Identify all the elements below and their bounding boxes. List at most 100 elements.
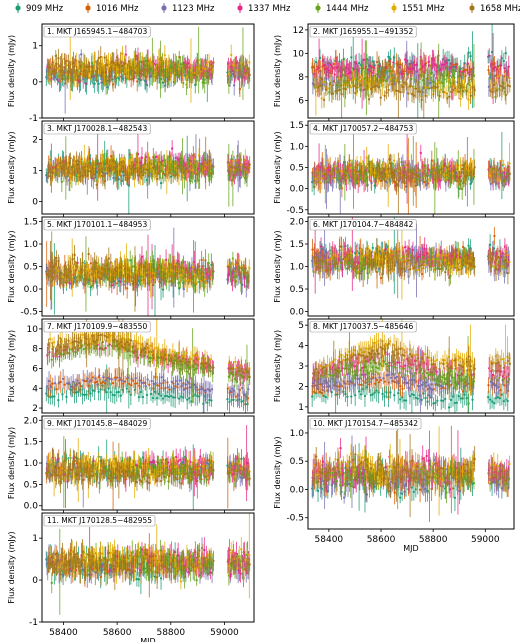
data-point [414, 87, 418, 90]
data-point [89, 286, 92, 289]
data-point [391, 83, 394, 86]
data-point [205, 73, 208, 76]
panel-4: -0.5 0.0 0.5 1.0 1.5 Flux density (mJy) 4. MKT… [273, 120, 515, 217]
data-point [490, 62, 493, 66]
data-point [372, 66, 375, 69]
data-point [400, 161, 403, 164]
data-point [104, 83, 108, 86]
data-point [89, 262, 93, 265]
data-point [422, 172, 425, 175]
data-point [200, 169, 203, 172]
data-point [176, 173, 179, 176]
data-point [107, 76, 110, 79]
data-point [238, 69, 241, 72]
data-point [424, 174, 427, 177]
data-point [180, 74, 183, 77]
data-point [387, 88, 390, 92]
data-point [194, 83, 197, 87]
data-point [404, 163, 407, 167]
data-point [318, 84, 322, 87]
data-point [171, 165, 174, 168]
data-point [399, 91, 402, 94]
data-point [205, 63, 209, 67]
data-point [123, 62, 127, 65]
data-point [408, 85, 412, 88]
data-point [153, 73, 156, 77]
panel-title: 3. MKT J170028.1−482543 [43, 123, 151, 135]
data-point [164, 80, 167, 83]
data-point [365, 84, 369, 87]
data-point [386, 181, 389, 184]
data-point [112, 176, 115, 180]
data-point [186, 167, 189, 170]
data-point [333, 73, 336, 76]
axes-frame [307, 23, 515, 119]
data-point [172, 173, 175, 177]
data-point [212, 165, 215, 168]
data-point [101, 175, 104, 178]
legend-marker [85, 5, 91, 11]
data-point [246, 167, 249, 170]
y-tick-label: 1.5 [290, 121, 304, 131]
data-point [188, 169, 191, 173]
data-point [502, 163, 505, 166]
data-point [174, 174, 177, 177]
y-tick-label: 0.0 [290, 185, 305, 195]
data-point [407, 67, 411, 70]
data-point [373, 171, 376, 175]
data-point [334, 89, 337, 93]
data-point [234, 167, 237, 170]
data-point [129, 68, 133, 71]
data-point [133, 60, 136, 63]
data-point [143, 68, 147, 71]
data-point [502, 59, 505, 63]
data-point [461, 89, 465, 93]
data-point [371, 86, 375, 89]
legend-marker [161, 5, 167, 11]
data-point [331, 66, 334, 70]
data-point [342, 87, 345, 90]
data-point [159, 181, 163, 185]
data-point [177, 67, 181, 71]
data-point [349, 70, 352, 73]
data-point [500, 174, 503, 177]
data-point [77, 163, 80, 166]
data-point [71, 62, 74, 65]
data-point [389, 162, 392, 166]
data-point [448, 66, 452, 70]
data-point [394, 169, 397, 173]
data-point [109, 166, 112, 170]
panel-data [45, 227, 251, 316]
data-point [447, 78, 451, 81]
data-point [248, 61, 251, 64]
data-point [414, 173, 418, 177]
y-tick-label: 8 [298, 73, 304, 83]
legend-entry: 1551 MHz [391, 3, 445, 14]
y-tick-label: 0 [32, 78, 38, 88]
data-point [406, 92, 410, 95]
data-point [87, 65, 90, 68]
data-point [184, 67, 187, 70]
data-point [208, 68, 211, 71]
data-point [442, 90, 445, 94]
data-point [131, 69, 135, 72]
data-point [405, 60, 409, 63]
legend-marker [469, 5, 475, 11]
data-point [382, 76, 386, 79]
data-point [340, 93, 343, 96]
data-point [347, 72, 350, 75]
data-point [230, 179, 233, 182]
data-point [437, 81, 441, 84]
data-point [465, 164, 468, 167]
data-point [169, 73, 172, 77]
data-point [363, 88, 367, 91]
data-point [491, 67, 495, 70]
data-point [242, 65, 245, 68]
data-point [448, 169, 451, 173]
data-point [504, 169, 507, 172]
data-point [139, 60, 142, 63]
series [313, 51, 511, 118]
data-point [361, 68, 364, 71]
data-point [392, 159, 396, 162]
data-point [348, 179, 352, 182]
